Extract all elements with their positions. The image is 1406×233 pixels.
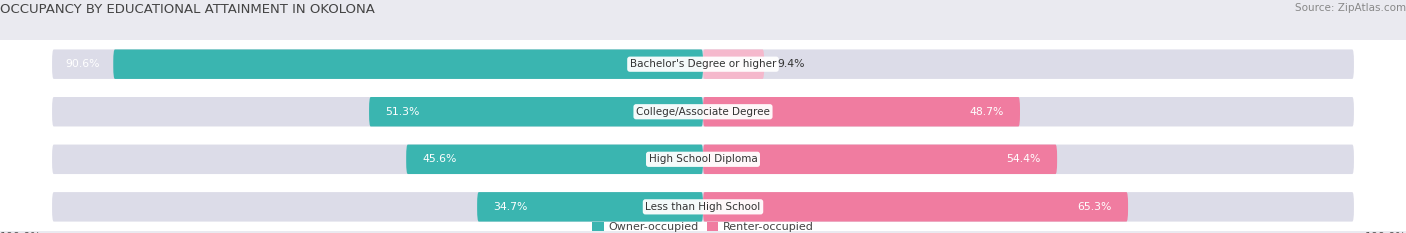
Text: 65.3%: 65.3% [1077,202,1112,212]
FancyBboxPatch shape [0,183,1406,231]
FancyBboxPatch shape [703,192,1128,222]
Text: 45.6%: 45.6% [422,154,457,164]
Legend: Owner-occupied, Renter-occupied: Owner-occupied, Renter-occupied [592,222,814,232]
Text: 90.6%: 90.6% [65,59,100,69]
FancyBboxPatch shape [0,136,1406,183]
Text: High School Diploma: High School Diploma [648,154,758,164]
FancyBboxPatch shape [406,144,703,174]
FancyBboxPatch shape [370,97,703,127]
Text: 34.7%: 34.7% [494,202,527,212]
FancyBboxPatch shape [0,88,1406,136]
FancyBboxPatch shape [703,49,765,79]
Text: Less than High School: Less than High School [645,202,761,212]
FancyBboxPatch shape [52,49,1354,79]
Text: 100.0%: 100.0% [1364,232,1406,233]
FancyBboxPatch shape [52,97,1354,127]
Text: OCCUPANCY BY EDUCATIONAL ATTAINMENT IN OKOLONA: OCCUPANCY BY EDUCATIONAL ATTAINMENT IN O… [0,3,375,16]
Text: Bachelor's Degree or higher: Bachelor's Degree or higher [630,59,776,69]
FancyBboxPatch shape [703,97,1019,127]
FancyBboxPatch shape [477,192,703,222]
Text: 100.0%: 100.0% [0,232,42,233]
FancyBboxPatch shape [52,144,1354,174]
FancyBboxPatch shape [114,49,703,79]
FancyBboxPatch shape [52,192,1354,222]
Text: Source: ZipAtlas.com: Source: ZipAtlas.com [1295,3,1406,13]
FancyBboxPatch shape [0,40,1406,88]
FancyBboxPatch shape [703,144,1057,174]
Text: College/Associate Degree: College/Associate Degree [636,107,770,117]
Text: 9.4%: 9.4% [778,59,804,69]
Text: 54.4%: 54.4% [1007,154,1040,164]
Text: 48.7%: 48.7% [969,107,1004,117]
Text: 51.3%: 51.3% [385,107,420,117]
